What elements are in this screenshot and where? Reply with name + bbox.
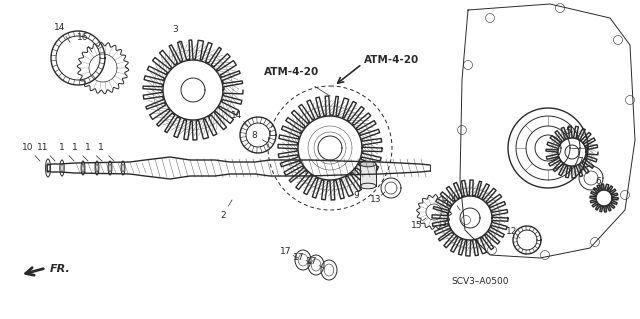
Text: 1: 1 [72,144,78,152]
Text: 17: 17 [307,257,317,266]
Text: SCV3–A0500: SCV3–A0500 [451,278,509,286]
Text: 14: 14 [231,110,243,120]
Text: 11: 11 [37,144,49,152]
Text: 1: 1 [85,144,91,152]
Text: 4: 4 [450,196,456,204]
Text: 14: 14 [54,24,66,33]
Text: 8: 8 [251,130,257,139]
Text: 13: 13 [371,196,381,204]
Text: 5: 5 [565,128,571,137]
Text: 16: 16 [77,33,89,42]
Text: FR.: FR. [50,264,71,274]
Text: 1: 1 [59,144,65,152]
Text: 12: 12 [506,227,518,236]
Text: 7: 7 [577,158,583,167]
Text: ATM-4-20: ATM-4-20 [364,55,419,65]
Text: 15: 15 [412,220,423,229]
Text: 17: 17 [293,253,305,262]
Text: ATM-4-20: ATM-4-20 [264,67,319,77]
Text: 6: 6 [595,177,601,187]
Text: 3: 3 [172,26,178,34]
Ellipse shape [360,161,376,167]
Text: 10: 10 [22,144,34,152]
Bar [360,164,376,186]
Text: 2: 2 [220,211,226,219]
Ellipse shape [360,183,376,189]
Text: 17: 17 [280,248,292,256]
Text: 1: 1 [98,144,104,152]
Text: 9: 9 [353,190,359,199]
